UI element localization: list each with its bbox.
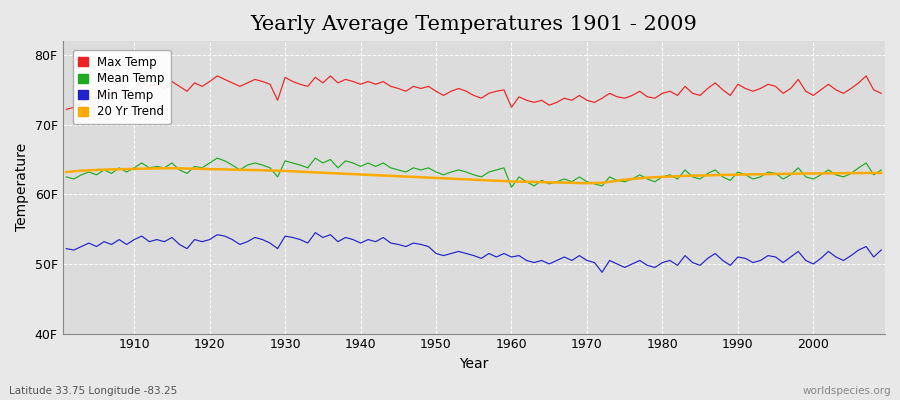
Legend: Max Temp, Mean Temp, Min Temp, 20 Yr Trend: Max Temp, Mean Temp, Min Temp, 20 Yr Tre… <box>73 50 171 124</box>
Title: Yearly Average Temperatures 1901 - 2009: Yearly Average Temperatures 1901 - 2009 <box>250 15 698 34</box>
Text: worldspecies.org: worldspecies.org <box>803 386 891 396</box>
Text: Latitude 33.75 Longitude -83.25: Latitude 33.75 Longitude -83.25 <box>9 386 177 396</box>
X-axis label: Year: Year <box>459 357 489 371</box>
Y-axis label: Temperature: Temperature <box>15 143 29 232</box>
